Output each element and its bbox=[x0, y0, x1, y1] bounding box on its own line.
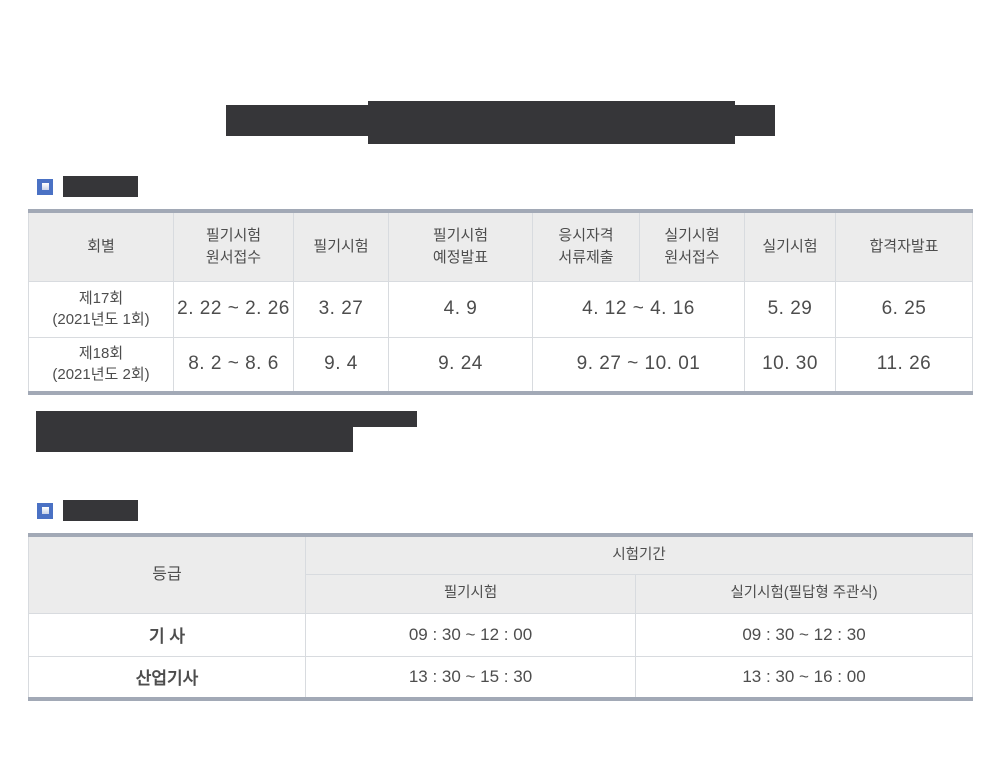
pass-announcement-cell: 6. 25 bbox=[835, 280, 973, 338]
written-announcement-cell: 4. 9 bbox=[388, 280, 533, 338]
section-header-schedule bbox=[37, 176, 138, 197]
written-time-cell: 09 : 30 ~ 12 : 00 bbox=[305, 612, 636, 657]
written-announcement-cell: 9. 24 bbox=[388, 336, 533, 394]
col-header-session: 회별 bbox=[28, 210, 174, 282]
table-row-engineer: 기 사 09 : 30 ~ 12 : 00 09 : 30 ~ 12 : 30 bbox=[28, 612, 973, 657]
blue-square-bullet-icon bbox=[37, 178, 53, 195]
col-header-grade: 등급 bbox=[28, 534, 306, 614]
col-header-practical-application: 실기시험 원서접수 bbox=[639, 210, 745, 282]
blue-square-bullet-icon bbox=[37, 502, 53, 519]
pass-announcement-cell: 11. 26 bbox=[835, 336, 973, 394]
session-cell: 제18회 (2021년도 2회) bbox=[28, 336, 174, 394]
redaction-bar bbox=[368, 101, 735, 144]
practical-exam-cell: 10. 30 bbox=[744, 336, 836, 394]
practical-time-cell: 09 : 30 ~ 12 : 30 bbox=[635, 612, 973, 657]
table-row-industrial-engineer: 산업기사 13 : 30 ~ 15 : 30 13 : 30 ~ 16 : 00 bbox=[28, 655, 973, 700]
grade-cell: 기 사 bbox=[28, 612, 306, 657]
practical-exam-cell: 5. 29 bbox=[744, 280, 836, 338]
col-header-written: 필기시험 bbox=[305, 573, 636, 614]
written-application-cell: 8. 2 ~ 8. 6 bbox=[173, 336, 294, 394]
table-row-session-17: 제17회 (2021년도 1회) 2. 22 ~ 2. 26 3. 27 4. … bbox=[28, 280, 973, 338]
col-header-pass-announcement: 합격자발표 bbox=[835, 210, 973, 282]
practical-time-cell: 13 : 30 ~ 16 : 00 bbox=[635, 655, 973, 700]
session-cell: 제17회 (2021년도 1회) bbox=[28, 280, 174, 338]
col-header-written-application: 필기시험 원서접수 bbox=[173, 210, 294, 282]
table-row-session-18: 제18회 (2021년도 2회) 8. 2 ~ 8. 6 9. 4 9. 24 … bbox=[28, 336, 973, 394]
bullet-inner-square bbox=[41, 183, 49, 190]
time-header-row-2: 필기시험 실기시험(필답형 주관식) bbox=[29, 573, 973, 614]
col-header-practical: 실기시험(필답형 주관식) bbox=[635, 573, 973, 614]
section-title-redacted bbox=[63, 500, 138, 521]
col-header-document-submission: 응시자격 서류제출 bbox=[532, 210, 640, 282]
col-header-exam-period: 시험기간 bbox=[305, 534, 973, 575]
exam-schedule-table: 회별 필기시험 원서접수 필기시험 필기시험 예정발표 응시자격 서류제출 실기… bbox=[28, 209, 973, 395]
col-header-written-announcement: 필기시험 예정발표 bbox=[388, 210, 533, 282]
bullet-inner-square bbox=[41, 507, 49, 514]
col-header-written-exam: 필기시험 bbox=[293, 210, 389, 282]
document-submission-cell: 4. 12 ~ 4. 16 bbox=[532, 280, 745, 338]
section-title-redacted bbox=[63, 176, 138, 197]
written-application-cell: 2. 22 ~ 2. 26 bbox=[173, 280, 294, 338]
document-submission-cell: 9. 27 ~ 10. 01 bbox=[532, 336, 745, 394]
time-header-row-1: 등급 시험기간 bbox=[28, 534, 973, 614]
col-header-practical-exam: 실기시험 bbox=[744, 210, 836, 282]
redaction-bar bbox=[36, 411, 417, 427]
written-time-cell: 13 : 30 ~ 15 : 30 bbox=[305, 655, 636, 700]
redaction-bar bbox=[36, 427, 353, 452]
schedule-header-row: 회별 필기시험 원서접수 필기시험 필기시험 예정발표 응시자격 서류제출 실기… bbox=[28, 210, 973, 282]
grade-cell: 산업기사 bbox=[28, 655, 306, 700]
section-header-exam-time bbox=[37, 500, 138, 521]
written-exam-cell: 9. 4 bbox=[293, 336, 389, 394]
written-exam-cell: 3. 27 bbox=[293, 280, 389, 338]
exam-time-table: 등급 시험기간 필기시험 실기시험(필답형 주관식) 기 사 09 : 30 ~… bbox=[28, 533, 973, 701]
